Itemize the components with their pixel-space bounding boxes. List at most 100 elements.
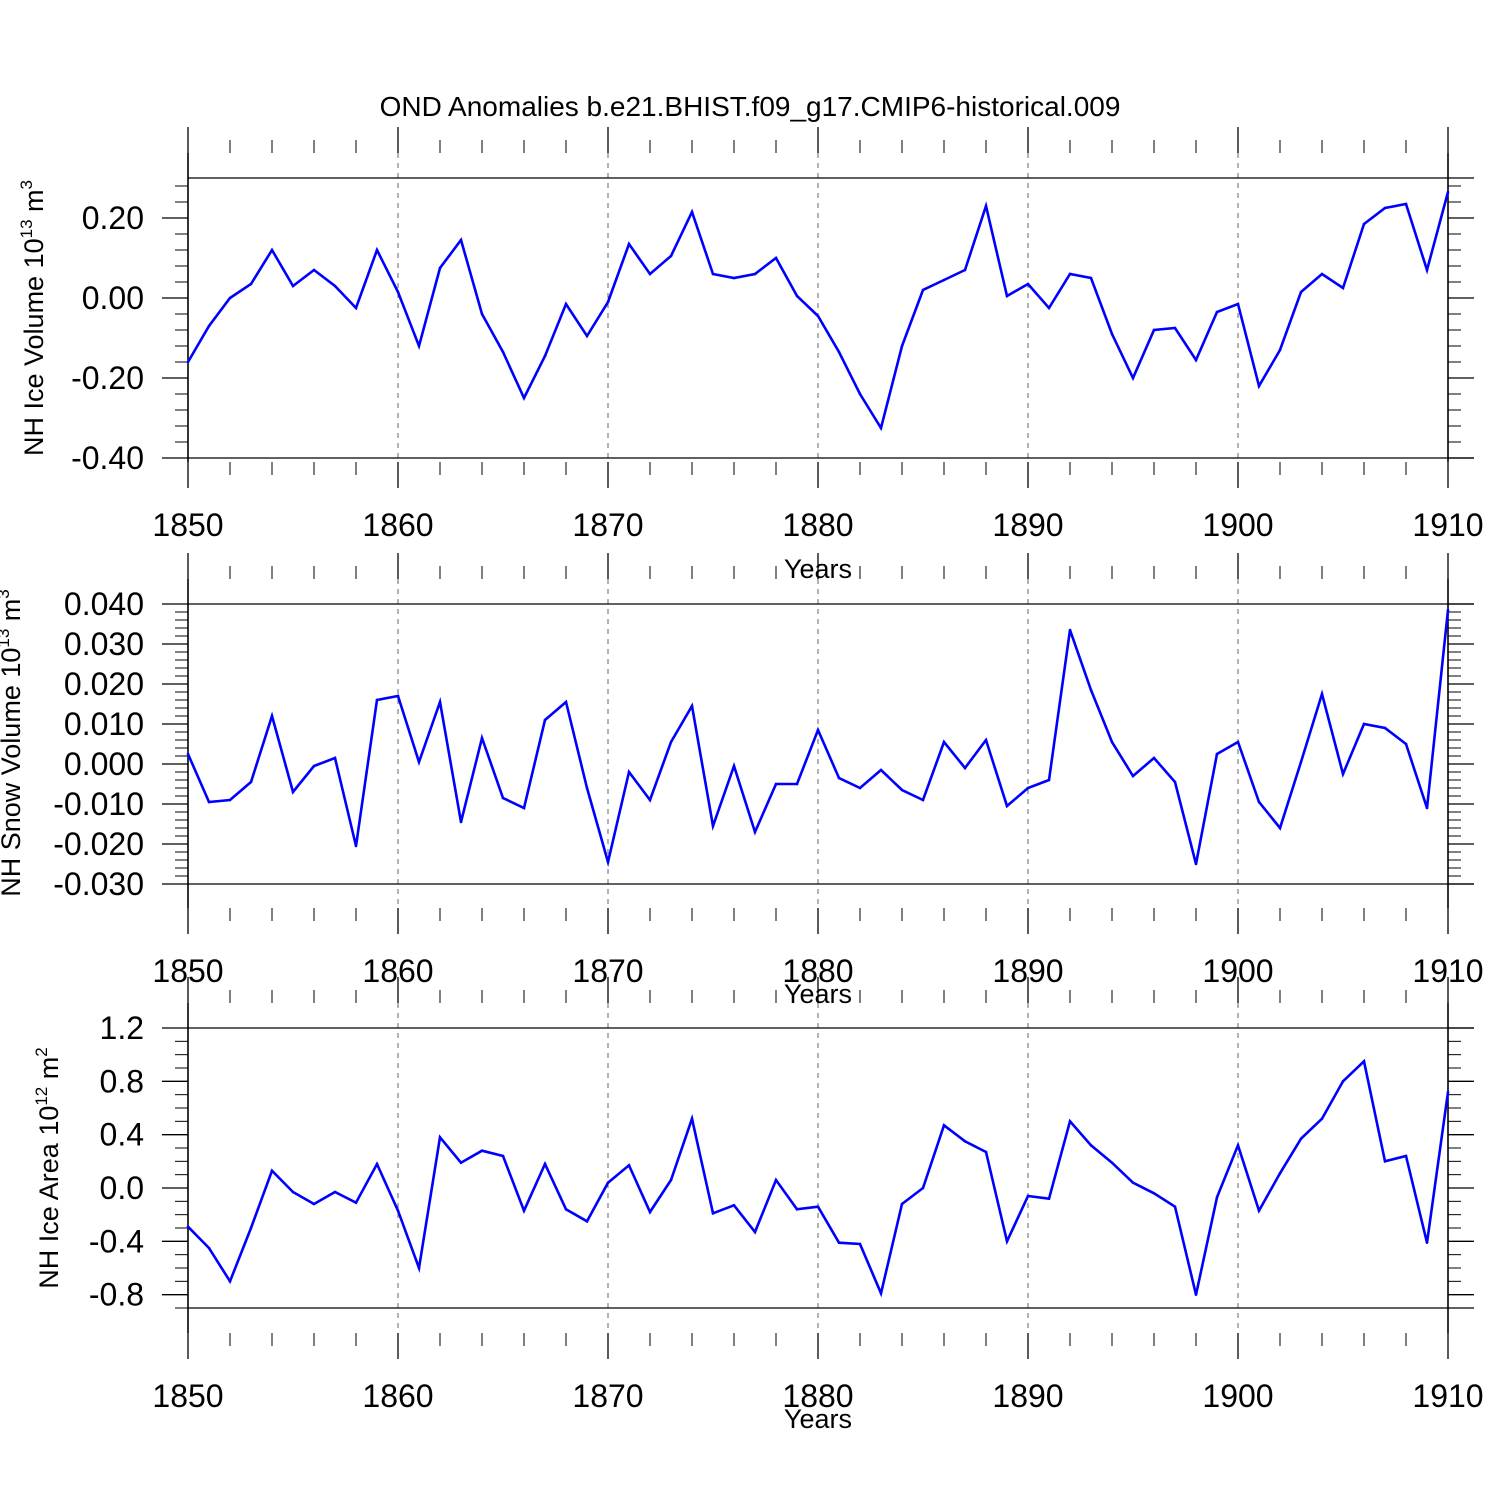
data-point-ice-volume [942, 278, 946, 282]
series-line-snow-volume [186, 609, 1450, 868]
data-point-ice-volume [459, 238, 463, 242]
data-point-ice-area [942, 1124, 946, 1127]
data-point-ice-area [1215, 1196, 1219, 1199]
y-tick-label-ice-area: 0.0 [100, 1170, 144, 1206]
data-point-snow-volume [774, 782, 778, 786]
data-point-ice-area [1194, 1293, 1198, 1296]
y-tick-label-snow-volume: 0.030 [64, 626, 144, 662]
data-point-ice-area [963, 1140, 967, 1143]
data-point-ice-area [1404, 1154, 1408, 1158]
data-point-ice-volume [900, 344, 904, 348]
data-point-ice-volume [837, 350, 841, 354]
data-point-ice-area [249, 1226, 253, 1230]
data-point-ice-volume [1005, 294, 1009, 298]
y-tick-label-ice-volume: -0.40 [71, 440, 144, 476]
y-tick-label-ice-volume: 0.20 [82, 200, 144, 236]
data-point-ice-area [1005, 1240, 1009, 1243]
ylabel-snow-volume-text: NH Snow Volume 10 [0, 648, 26, 897]
data-point-ice-area [753, 1230, 757, 1234]
ylabel-ice-volume-text: NH Ice Volume 10 [19, 238, 49, 456]
data-point-ice-area [459, 1161, 463, 1164]
data-point-ice-area [879, 1292, 883, 1295]
data-point-ice-volume [333, 284, 337, 288]
data-point-snow-volume [438, 700, 442, 704]
data-point-ice-area [1047, 1197, 1051, 1200]
data-point-snow-volume [1257, 800, 1261, 804]
data-point-ice-volume [879, 426, 883, 430]
ylabel-ice-volume-exp: 13 [17, 219, 36, 238]
data-point-ice-volume [774, 256, 778, 260]
data-point-snow-volume [333, 756, 337, 760]
data-point-snow-volume [375, 698, 379, 702]
data-point-ice-volume [1068, 272, 1072, 276]
data-point-snow-volume [963, 766, 967, 770]
data-point-ice-volume [1026, 282, 1030, 286]
data-point-ice-volume [1110, 332, 1114, 336]
data-point-ice-volume [249, 282, 253, 286]
data-point-snow-volume [585, 786, 589, 790]
data-point-snow-volume [1383, 726, 1387, 730]
data-point-ice-area [858, 1242, 862, 1246]
y-tick-label-ice-area: -0.8 [89, 1277, 144, 1313]
data-point-ice-volume [858, 392, 862, 396]
data-point-ice-volume [1215, 310, 1219, 314]
data-point-snow-volume [459, 820, 463, 824]
data-point-ice-area [501, 1154, 505, 1158]
data-point-ice-volume [921, 288, 925, 292]
data-point-ice-area [1299, 1137, 1303, 1140]
chart-ice-volume: -0.40 -0.20 0.00 0.20 1850 1860 1870 1880 1890 19… [71, 127, 1484, 543]
ylabel-snow-volume: NH Snow Volume 1013 m3 [0, 589, 26, 897]
data-point-ice-area [1257, 1209, 1261, 1212]
data-point-snow-volume [711, 824, 715, 828]
data-point-ice-area [648, 1210, 652, 1214]
data-point-ice-area [186, 1225, 190, 1228]
panel-ice-area: NH Ice Area 1012 m2 Years [32, 1047, 852, 1434]
data-point-ice-area [1425, 1241, 1429, 1244]
data-point-ice-area [837, 1241, 841, 1244]
data-point-ice-volume [753, 272, 757, 276]
data-point-snow-volume [291, 790, 295, 794]
data-point-ice-volume [270, 248, 274, 252]
data-point-ice-volume [648, 272, 652, 276]
ylabel-ice-area-unit: m [34, 1057, 64, 1087]
x-tick-label-ice-volume: 1870 [572, 507, 643, 543]
data-point-ice-volume [1047, 306, 1051, 310]
data-point-ice-volume [1425, 268, 1429, 272]
y-tick-label-ice-area: 0.8 [100, 1063, 144, 1099]
x-tick-label-ice-volume: 1890 [992, 507, 1063, 543]
data-point-ice-volume [543, 354, 547, 358]
data-point-snow-volume [921, 798, 925, 802]
x-tick-label-ice-volume: 1880 [782, 507, 853, 543]
data-point-snow-volume [1236, 740, 1240, 744]
y-tick-label-snow-volume: 0.020 [64, 666, 144, 702]
data-point-ice-volume [1257, 384, 1261, 388]
data-point-ice-volume [711, 272, 715, 276]
data-point-ice-volume [522, 396, 526, 400]
data-point-snow-volume [1089, 688, 1093, 692]
data-point-ice-volume [1173, 326, 1177, 330]
data-point-ice-area [417, 1266, 421, 1270]
data-point-ice-volume [1383, 206, 1387, 210]
ylabel-ice-area-exp: 12 [32, 1087, 51, 1106]
y-tick-label-ice-volume: -0.20 [71, 360, 144, 396]
data-point-ice-area [1131, 1181, 1135, 1184]
data-point-snow-volume [1362, 722, 1366, 726]
y-tick-label-ice-volume: 0.00 [82, 280, 144, 316]
data-point-ice-area [1173, 1205, 1177, 1208]
data-point-snow-volume [1152, 756, 1156, 760]
data-point-ice-volume [396, 290, 400, 294]
data-point-snow-volume [1404, 742, 1408, 746]
data-point-ice-volume [963, 268, 967, 272]
x-tick-label-ice-area: 1900 [1202, 1378, 1273, 1414]
data-point-ice-area [606, 1181, 610, 1184]
x-tick-label-ice-area: 1890 [992, 1378, 1063, 1414]
data-point-snow-volume [837, 776, 841, 780]
data-point-ice-area [522, 1209, 526, 1212]
ylabel-ice-volume-unit: m [19, 189, 49, 219]
data-point-ice-area [921, 1186, 925, 1190]
data-point-snow-volume [795, 782, 799, 786]
data-point-ice-area [333, 1190, 337, 1194]
data-point-ice-volume [1089, 276, 1093, 280]
data-point-ice-area [312, 1202, 316, 1206]
data-point-ice-area [690, 1117, 694, 1120]
